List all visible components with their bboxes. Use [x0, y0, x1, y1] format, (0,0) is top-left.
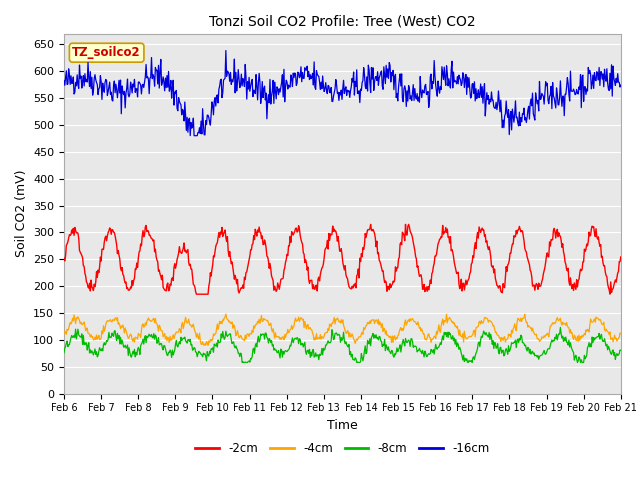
Y-axis label: Soil CO2 (mV): Soil CO2 (mV)	[15, 170, 28, 257]
Title: Tonzi Soil CO2 Profile: Tree (West) CO2: Tonzi Soil CO2 Profile: Tree (West) CO2	[209, 14, 476, 28]
Legend: -2cm, -4cm, -8cm, -16cm: -2cm, -4cm, -8cm, -16cm	[191, 437, 494, 460]
Text: TZ_soilco2: TZ_soilco2	[72, 46, 141, 59]
X-axis label: Time: Time	[327, 419, 358, 432]
